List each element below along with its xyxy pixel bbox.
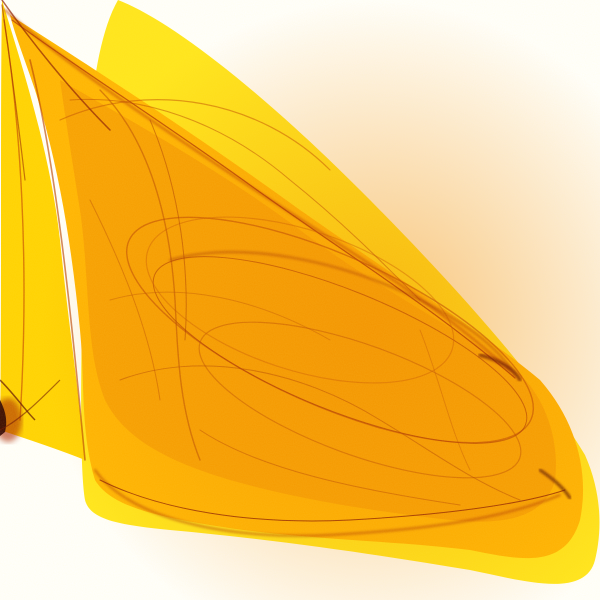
grain-texture [0, 0, 600, 600]
attractor-canvas [0, 0, 600, 600]
attractor-figure [0, 0, 600, 600]
